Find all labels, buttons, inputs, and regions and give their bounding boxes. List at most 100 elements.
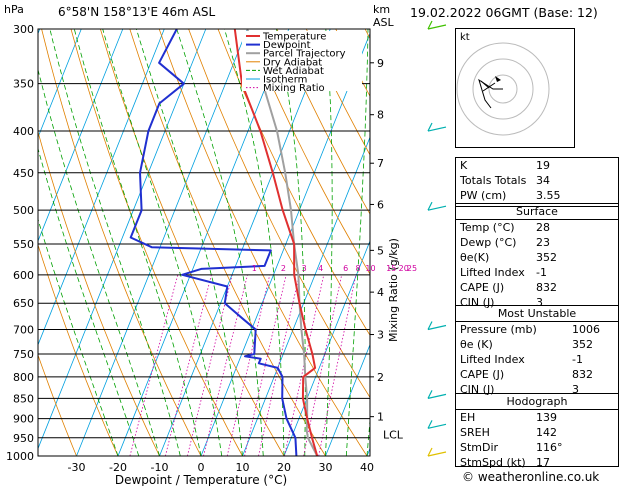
hpa-unit-label: hPa [4, 3, 24, 16]
wind-barb-shaft [427, 126, 447, 132]
wind-barb-flag [427, 390, 433, 399]
mixing-ratio-axis-label: Mixing Ratio (g/kg) [387, 238, 400, 342]
temperature-tick-label: -20 [109, 461, 127, 474]
temperature-tick-label: -30 [68, 461, 86, 474]
dry-adiabat-line [305, 29, 370, 156]
wind-barb-flag [427, 321, 433, 330]
mu-li-row: Lifted Index -1 [460, 353, 583, 366]
dry-adiabat-line [38, 353, 77, 456]
stmdir-row: StmDir 116° [460, 441, 563, 454]
wind-barb-flag [427, 447, 433, 457]
wind-barb [427, 390, 447, 399]
pressure-tick-label: 700 [13, 324, 34, 337]
hodo-ring-2 [472, 58, 534, 120]
mixing-ratio-tick-label: 8 [356, 264, 361, 273]
wet-adiabat-line [176, 29, 264, 456]
km-tick-label: 5 [377, 244, 384, 257]
temperature-tick-label: 0 [198, 461, 205, 474]
storm-motion-marker [495, 76, 501, 82]
series-temperature-line [233, 29, 319, 456]
wind-barb-shaft [427, 451, 447, 457]
km-tick-label: 3 [377, 329, 384, 342]
credit-text: © weatheronline.co.uk [462, 470, 600, 484]
mixing-ratio-tick-label: 10 [365, 264, 375, 273]
wind-barb-flag [427, 20, 433, 30]
datetime-title: 19.02.2022 06GMT (Base: 12) [410, 5, 598, 20]
pressure-tick-label: 1000 [6, 450, 34, 463]
hodo-arrows [480, 80, 496, 92]
isotherm-line [76, 29, 248, 456]
legend-entry: Wet Adiabat [263, 66, 324, 77]
km-unit-label: km [373, 3, 391, 16]
isotherm-line [325, 343, 370, 456]
pressure-tick-label: 800 [13, 371, 34, 384]
series-parcel-trajectory-line [246, 29, 319, 456]
x-axis-label: Dewpoint / Temperature (°C) [115, 473, 287, 486]
legend-entry: Isotherm [263, 75, 307, 86]
pressure-tick-label: 300 [13, 23, 34, 36]
pressure-tick-label: 950 [13, 432, 34, 445]
wet-adiabat-line [73, 29, 202, 456]
pressure-tick-label: 400 [13, 125, 34, 138]
isotherm-line [242, 136, 370, 456]
indices-panel: K 19 Totals Totals 34 PW (cm) 3.55 [455, 157, 619, 207]
surface-li-row: Lifted Index -1 [460, 266, 547, 279]
pressure-tick-label: 550 [13, 238, 34, 251]
legend-entry: Dewpoint [263, 40, 311, 51]
totals-totals-row: Totals Totals 34 [460, 174, 550, 187]
wind-barb-shaft [427, 24, 447, 30]
pressure-tick-label: 500 [13, 204, 34, 217]
mixing-ratio-tick-label: 3 [302, 264, 307, 273]
temperature-tick-label: 30 [319, 461, 333, 474]
temperature-tick-label: 40 [360, 461, 374, 474]
isotherm-line [200, 32, 370, 456]
mu-theta-row: θe (K) 352 [460, 338, 593, 351]
sreh-row: SREH 142 [460, 426, 557, 439]
surface-panel: Surface Temp (°C) 28 Dewp (°C) 23 θe(K) 352… [455, 203, 619, 309]
temperature-tick-label: 10 [236, 461, 250, 474]
lcl-label: LCL [383, 428, 404, 441]
location-title: 6°58'N 158°13'E 46m ASL [58, 5, 216, 19]
wind-barb-flag [427, 201, 433, 211]
hodo-trace [478, 78, 503, 109]
legend-background [242, 31, 362, 91]
plot-frame [37, 28, 371, 457]
pressure-tick-label: 750 [13, 348, 34, 361]
legend-entry: Temperature [262, 32, 326, 43]
km-tick-label: 2 [377, 371, 384, 384]
mu-cape-row: CAPE (J) 832 [460, 368, 593, 381]
k-index-row: K 19 [460, 159, 550, 172]
pressure-tick-label: 650 [13, 297, 34, 310]
mixing-ratio-tick-label: 2 [281, 264, 286, 273]
km-tick-label: 8 [377, 109, 384, 122]
pw-row: PW (cm) 3.55 [460, 189, 561, 202]
pressure-tick-label: 600 [13, 269, 34, 282]
wet-adiabat-line [49, 29, 181, 456]
isotherm-line [38, 29, 207, 450]
most-unstable-title: Most Unstable [456, 306, 618, 322]
isotherm-line [38, 29, 165, 346]
legend-entry: Dry Adiabat [263, 57, 322, 68]
wind-barb [427, 201, 447, 211]
mixing-ratio-tick-label: 4 [318, 264, 323, 273]
wind-barb-shaft [427, 205, 447, 211]
isotherm-line [38, 29, 82, 139]
mu-pressure-row: Pressure (mb) 1006 [460, 323, 600, 336]
isotherm-line [159, 29, 331, 456]
temperature-tick-label: -10 [151, 461, 169, 474]
wind-barb [427, 447, 447, 457]
mixing-ratio-tick-label: 25 [407, 264, 417, 273]
dry-adiabat-line [70, 29, 243, 456]
wind-barb-flag [427, 122, 433, 132]
legend-entry: Parcel Trajectory [263, 49, 346, 60]
wind-barb [427, 321, 447, 331]
wind-barb-shaft [427, 393, 447, 399]
pressure-tick-label: 900 [13, 413, 34, 426]
wet-adiabat-line [325, 29, 333, 456]
mixing-ratio-tick-label: 6 [343, 264, 348, 273]
wind-barb-shaft [427, 423, 447, 429]
dry-adiabat-line [38, 130, 160, 456]
isotherm-line [117, 29, 290, 456]
